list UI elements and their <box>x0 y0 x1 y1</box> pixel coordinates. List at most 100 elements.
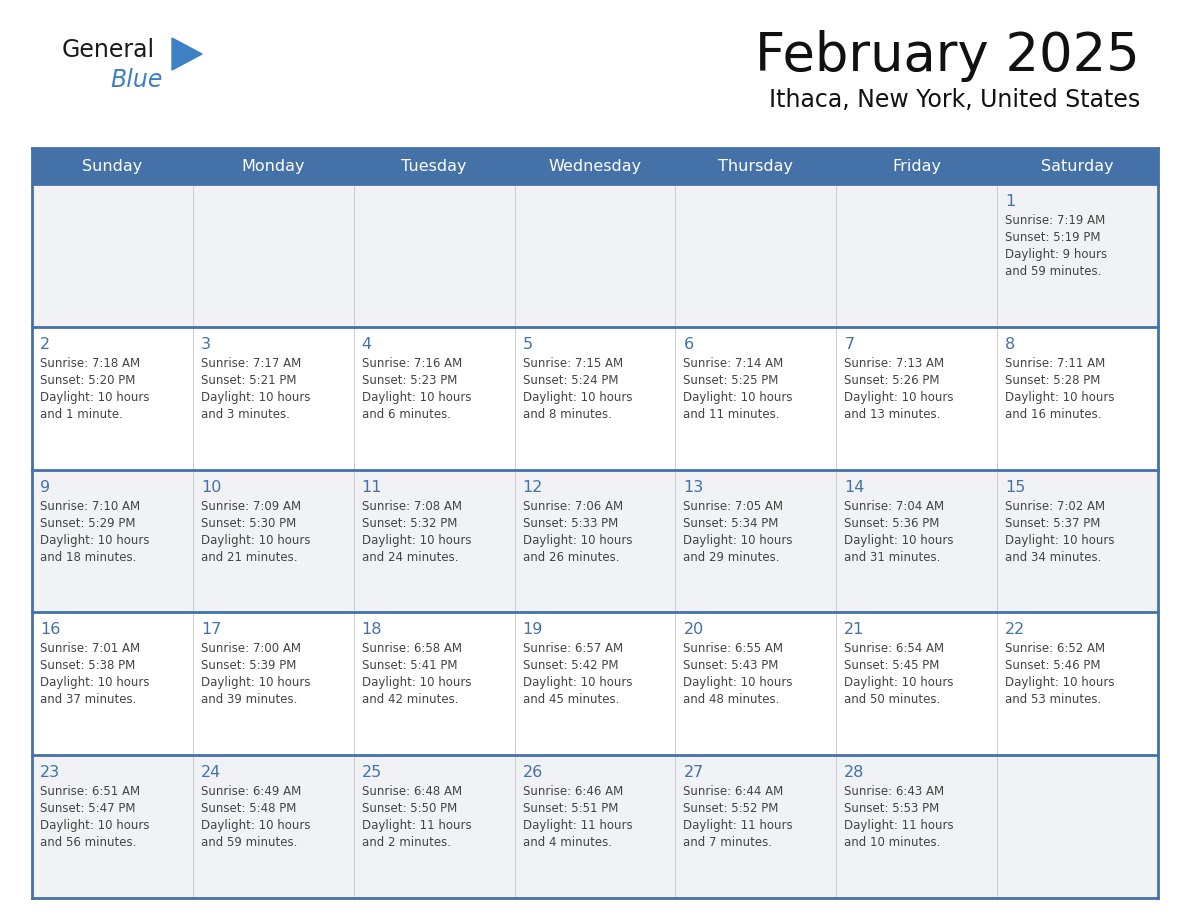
Text: and 3 minutes.: and 3 minutes. <box>201 408 290 420</box>
Text: 24: 24 <box>201 766 221 780</box>
Bar <box>836 470 997 612</box>
Bar <box>836 184 997 327</box>
Text: 26: 26 <box>523 766 543 780</box>
Bar <box>997 756 1158 898</box>
Text: 2: 2 <box>40 337 50 352</box>
Bar <box>514 756 676 898</box>
Text: Sunset: 5:43 PM: Sunset: 5:43 PM <box>683 659 779 672</box>
Text: Sunset: 5:29 PM: Sunset: 5:29 PM <box>40 517 135 530</box>
Text: Sunrise: 6:58 AM: Sunrise: 6:58 AM <box>361 643 462 655</box>
Text: Sunrise: 7:08 AM: Sunrise: 7:08 AM <box>361 499 462 512</box>
Text: Sunrise: 7:00 AM: Sunrise: 7:00 AM <box>201 643 301 655</box>
Text: Sunset: 5:32 PM: Sunset: 5:32 PM <box>361 517 457 530</box>
Text: 8: 8 <box>1005 337 1016 352</box>
Text: and 2 minutes.: and 2 minutes. <box>361 836 450 849</box>
Bar <box>32 470 192 612</box>
Text: Sunrise: 7:09 AM: Sunrise: 7:09 AM <box>201 499 301 512</box>
Text: Sunday: Sunday <box>82 159 143 174</box>
Text: General: General <box>62 38 156 62</box>
Bar <box>514 327 676 470</box>
Text: Sunrise: 7:15 AM: Sunrise: 7:15 AM <box>523 357 623 370</box>
Text: Sunset: 5:21 PM: Sunset: 5:21 PM <box>201 374 296 386</box>
Text: Sunrise: 7:13 AM: Sunrise: 7:13 AM <box>845 357 944 370</box>
Text: 16: 16 <box>40 622 61 637</box>
Bar <box>32 327 192 470</box>
Text: Sunrise: 6:57 AM: Sunrise: 6:57 AM <box>523 643 623 655</box>
Text: and 10 minutes.: and 10 minutes. <box>845 836 941 849</box>
Bar <box>192 756 354 898</box>
Text: Daylight: 11 hours: Daylight: 11 hours <box>683 819 794 833</box>
Text: and 21 minutes.: and 21 minutes. <box>201 551 297 564</box>
Bar <box>676 612 836 756</box>
Text: 22: 22 <box>1005 622 1025 637</box>
Text: Sunset: 5:30 PM: Sunset: 5:30 PM <box>201 517 296 530</box>
Text: Sunrise: 7:17 AM: Sunrise: 7:17 AM <box>201 357 301 370</box>
Text: Daylight: 10 hours: Daylight: 10 hours <box>201 533 310 546</box>
Bar <box>836 612 997 756</box>
Text: and 1 minute.: and 1 minute. <box>40 408 122 420</box>
Text: Daylight: 11 hours: Daylight: 11 hours <box>523 819 632 833</box>
Text: Daylight: 10 hours: Daylight: 10 hours <box>683 677 792 689</box>
Text: 14: 14 <box>845 479 865 495</box>
Text: Sunrise: 7:11 AM: Sunrise: 7:11 AM <box>1005 357 1105 370</box>
Text: and 7 minutes.: and 7 minutes. <box>683 836 772 849</box>
Text: Sunset: 5:33 PM: Sunset: 5:33 PM <box>523 517 618 530</box>
Text: Blue: Blue <box>110 68 163 92</box>
Text: and 31 minutes.: and 31 minutes. <box>845 551 941 564</box>
Text: Sunrise: 6:43 AM: Sunrise: 6:43 AM <box>845 785 944 798</box>
Text: Sunrise: 6:48 AM: Sunrise: 6:48 AM <box>361 785 462 798</box>
Text: Sunset: 5:50 PM: Sunset: 5:50 PM <box>361 802 457 815</box>
Text: Sunrise: 7:04 AM: Sunrise: 7:04 AM <box>845 499 944 512</box>
Text: Tuesday: Tuesday <box>402 159 467 174</box>
Text: 21: 21 <box>845 622 865 637</box>
Text: and 39 minutes.: and 39 minutes. <box>201 693 297 706</box>
Text: 1: 1 <box>1005 194 1016 209</box>
Text: and 26 minutes.: and 26 minutes. <box>523 551 619 564</box>
Text: Daylight: 10 hours: Daylight: 10 hours <box>201 677 310 689</box>
Bar <box>676 327 836 470</box>
Text: Daylight: 9 hours: Daylight: 9 hours <box>1005 248 1107 261</box>
Text: and 8 minutes.: and 8 minutes. <box>523 408 612 420</box>
Text: Daylight: 10 hours: Daylight: 10 hours <box>1005 533 1114 546</box>
Text: and 24 minutes.: and 24 minutes. <box>361 551 459 564</box>
Bar <box>997 470 1158 612</box>
Text: February 2025: February 2025 <box>756 30 1140 82</box>
Text: 15: 15 <box>1005 479 1025 495</box>
Text: 27: 27 <box>683 766 703 780</box>
Text: 28: 28 <box>845 766 865 780</box>
Text: and 42 minutes.: and 42 minutes. <box>361 693 459 706</box>
Text: Sunrise: 7:14 AM: Sunrise: 7:14 AM <box>683 357 784 370</box>
Text: Daylight: 10 hours: Daylight: 10 hours <box>683 533 792 546</box>
Text: and 48 minutes.: and 48 minutes. <box>683 693 779 706</box>
Bar <box>997 327 1158 470</box>
Text: and 45 minutes.: and 45 minutes. <box>523 693 619 706</box>
Text: Daylight: 10 hours: Daylight: 10 hours <box>361 677 472 689</box>
Text: Wednesday: Wednesday <box>549 159 642 174</box>
Text: Daylight: 11 hours: Daylight: 11 hours <box>361 819 472 833</box>
Text: Sunset: 5:34 PM: Sunset: 5:34 PM <box>683 517 779 530</box>
Text: Sunset: 5:24 PM: Sunset: 5:24 PM <box>523 374 618 386</box>
Bar <box>676 756 836 898</box>
Text: Friday: Friday <box>892 159 941 174</box>
Text: Daylight: 10 hours: Daylight: 10 hours <box>361 391 472 404</box>
Text: Daylight: 10 hours: Daylight: 10 hours <box>40 533 150 546</box>
Bar <box>192 184 354 327</box>
Text: Sunset: 5:48 PM: Sunset: 5:48 PM <box>201 802 296 815</box>
Text: Daylight: 10 hours: Daylight: 10 hours <box>1005 391 1114 404</box>
Bar <box>32 148 1158 184</box>
Text: 6: 6 <box>683 337 694 352</box>
Bar <box>354 756 514 898</box>
Text: Sunset: 5:38 PM: Sunset: 5:38 PM <box>40 659 135 672</box>
Text: and 59 minutes.: and 59 minutes. <box>201 836 297 849</box>
Text: 5: 5 <box>523 337 532 352</box>
Text: Sunrise: 6:51 AM: Sunrise: 6:51 AM <box>40 785 140 798</box>
Text: Daylight: 10 hours: Daylight: 10 hours <box>201 391 310 404</box>
Text: Daylight: 10 hours: Daylight: 10 hours <box>40 819 150 833</box>
Text: Sunset: 5:37 PM: Sunset: 5:37 PM <box>1005 517 1100 530</box>
Polygon shape <box>172 38 202 70</box>
Text: Thursday: Thursday <box>719 159 794 174</box>
Text: and 29 minutes.: and 29 minutes. <box>683 551 781 564</box>
Bar <box>192 327 354 470</box>
Text: Daylight: 10 hours: Daylight: 10 hours <box>523 677 632 689</box>
Text: Sunrise: 7:01 AM: Sunrise: 7:01 AM <box>40 643 140 655</box>
